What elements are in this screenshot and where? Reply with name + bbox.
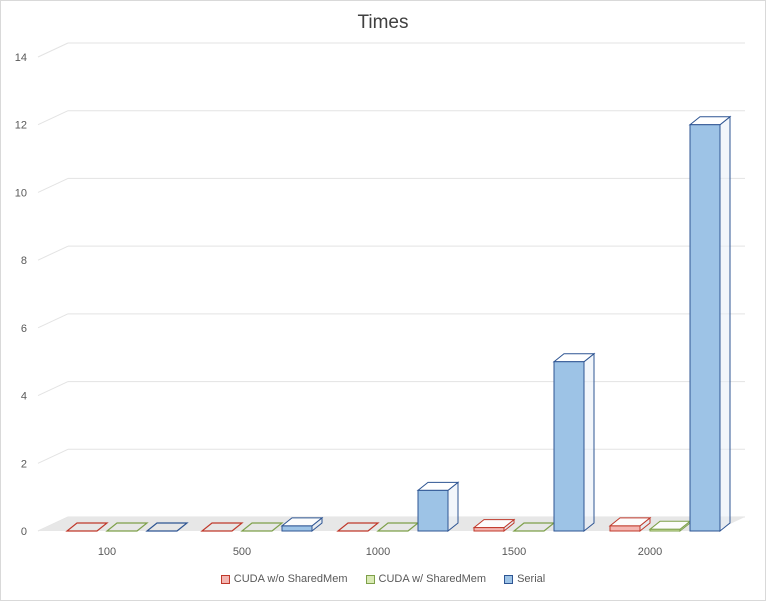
x-tick-label: 100 <box>98 546 116 558</box>
bar-100-2 <box>145 522 189 532</box>
bar-1000-2 <box>417 489 449 532</box>
legend-label-cuda-no-shared: CUDA w/o SharedMem <box>233 573 348 585</box>
y-tick-label: 4 <box>21 391 27 403</box>
bar-1500-2-side <box>583 352 595 533</box>
bar-2000-2 <box>689 124 721 532</box>
bar-1000-0 <box>336 522 380 532</box>
bar-1500-2 <box>553 361 585 532</box>
gridline-slant <box>37 245 69 261</box>
gridline-slant <box>37 110 69 126</box>
gridline-slant <box>37 381 69 397</box>
y-tick-label: 0 <box>21 526 27 538</box>
bar-500-0 <box>200 522 244 532</box>
gridline-slant <box>37 448 69 464</box>
legend-swatch-serial <box>504 574 514 584</box>
bar-100-0 <box>65 522 109 532</box>
bar-500-2 <box>281 525 313 532</box>
bar-2000-1 <box>649 528 681 532</box>
legend-item-cuda-shared: CUDA w/ SharedMem <box>365 573 487 585</box>
legend-swatch-cuda-no-shared <box>220 574 230 584</box>
legend-swatch-cuda-shared <box>365 574 375 584</box>
legend-label-cuda-shared: CUDA w/ SharedMem <box>378 573 487 585</box>
gridline-slant <box>37 42 69 58</box>
y-tick-label: 6 <box>21 323 27 335</box>
y-tick-label: 8 <box>21 255 27 267</box>
legend-item-serial: Serial <box>504 573 545 585</box>
gridline-slant <box>37 313 69 329</box>
x-tick-label: 1000 <box>366 546 390 558</box>
y-tick-label: 10 <box>15 187 27 199</box>
bar-500-1 <box>240 522 284 532</box>
y-tick-label: 12 <box>15 120 27 132</box>
bar-2000-0 <box>609 525 641 532</box>
gridline-slant <box>37 177 69 193</box>
x-tick-label: 2000 <box>638 546 662 558</box>
chart-legend: CUDA w/o SharedMem CUDA w/ SharedMem Ser… <box>0 573 766 585</box>
y-tick-label: 14 <box>15 52 27 64</box>
chart-title: Times <box>357 12 409 33</box>
bar-1500-0 <box>473 527 505 532</box>
bar-100-1 <box>105 522 149 532</box>
x-tick-label: 500 <box>233 546 251 558</box>
y-tick-label: 2 <box>21 458 27 470</box>
x-tick-label: 1500 <box>502 546 526 558</box>
legend-label-serial: Serial <box>517 573 546 585</box>
bar-2000-2-side <box>719 115 731 533</box>
legend-item-cuda-no-shared: CUDA w/o SharedMem <box>220 573 348 585</box>
